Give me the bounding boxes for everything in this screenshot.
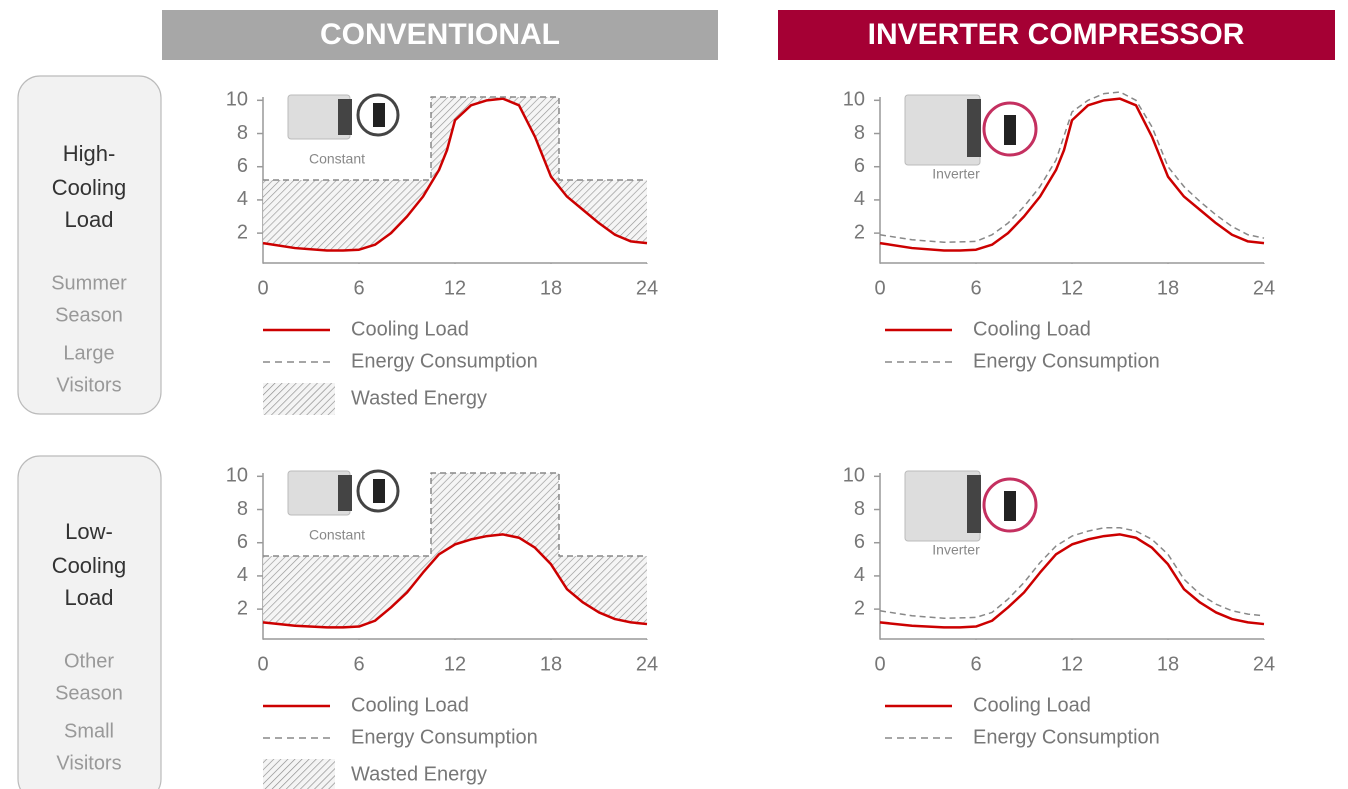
x-tick-label: 12 (444, 653, 466, 675)
x-tick-label: 18 (1157, 277, 1179, 299)
legend-label: Cooling Load (973, 318, 1091, 340)
y-tick-label: 10 (843, 465, 865, 487)
row-note: Visitors (56, 752, 121, 774)
y-tick-label: 8 (237, 122, 248, 144)
x-tick-label: 0 (874, 277, 885, 299)
x-tick-label: 12 (1061, 277, 1083, 299)
x-tick-label: 24 (636, 653, 658, 675)
y-tick-label: 10 (226, 465, 248, 487)
y-tick-label: 8 (854, 122, 865, 144)
x-tick-label: 12 (444, 277, 466, 299)
y-tick-label: 4 (237, 188, 248, 210)
x-tick-label: 24 (636, 277, 658, 299)
x-tick-label: 12 (1061, 653, 1083, 675)
row-note: Other (64, 650, 114, 672)
row-title: Load (65, 585, 114, 610)
x-tick-label: 0 (257, 277, 268, 299)
column-header: CONVENTIONAL (320, 18, 560, 51)
y-tick-label: 6 (854, 155, 865, 177)
y-tick-label: 2 (854, 597, 865, 619)
y-tick-label: 6 (854, 531, 865, 553)
legend-label: Cooling Load (351, 694, 469, 716)
legend-label: Energy Consumption (351, 726, 538, 748)
x-tick-label: 0 (874, 653, 885, 675)
y-tick-label: 8 (237, 498, 248, 520)
annotation: Inverter (932, 166, 980, 182)
legend-swatch (263, 759, 335, 789)
row-title: Cooling (52, 175, 127, 200)
row-note: Visitors (56, 374, 121, 396)
infographic: CONVENTIONAL INVERTER COMPRESSOR High- Co… (0, 0, 1348, 789)
product-icon (338, 99, 352, 135)
y-tick-label: 4 (854, 564, 865, 586)
y-tick-label: 4 (854, 188, 865, 210)
y-tick-label: 2 (237, 597, 248, 619)
row-title: Cooling (52, 553, 127, 578)
x-tick-label: 6 (970, 277, 981, 299)
y-tick-label: 8 (854, 498, 865, 520)
y-tick-label: 2 (854, 221, 865, 243)
product-icon (967, 475, 981, 533)
row-note: Large (63, 342, 114, 364)
y-tick-label: 10 (843, 89, 865, 111)
legend-label: Wasted Energy (351, 763, 487, 785)
row-note: Season (55, 682, 123, 704)
y-tick-label: 4 (237, 564, 248, 586)
x-tick-label: 18 (1157, 653, 1179, 675)
legend-label: Energy Consumption (973, 350, 1160, 372)
legend-label: Cooling Load (973, 694, 1091, 716)
product-icon (338, 475, 352, 511)
x-tick-label: 18 (540, 277, 562, 299)
legend-label: Energy Consumption (973, 726, 1160, 748)
x-tick-label: 6 (353, 653, 364, 675)
y-tick-label: 6 (237, 531, 248, 553)
y-tick-label: 2 (237, 221, 248, 243)
x-tick-label: 24 (1253, 277, 1275, 299)
y-tick-label: 6 (237, 155, 248, 177)
annotation: Constant (309, 151, 365, 167)
row-note: Summer (51, 272, 127, 294)
row-title: Low- (65, 519, 113, 544)
legend-swatch (263, 383, 335, 415)
x-tick-label: 24 (1253, 653, 1275, 675)
y-tick-label: 10 (226, 89, 248, 111)
product-icon (967, 99, 981, 157)
row-note: Small (64, 720, 114, 742)
compressor-icon (373, 479, 385, 503)
compressor-icon (1004, 115, 1016, 145)
legend-label: Wasted Energy (351, 387, 487, 409)
row-title: High- (63, 141, 116, 166)
annotation: Inverter (932, 542, 980, 558)
x-tick-label: 18 (540, 653, 562, 675)
legend-label: Cooling Load (351, 318, 469, 340)
x-tick-label: 0 (257, 653, 268, 675)
compressor-icon (373, 103, 385, 127)
column-header: INVERTER COMPRESSOR (868, 18, 1245, 51)
row-title: Load (65, 207, 114, 232)
compressor-icon (1004, 491, 1016, 521)
row-note: Season (55, 304, 123, 326)
legend-label: Energy Consumption (351, 350, 538, 372)
annotation: Constant (309, 527, 365, 543)
x-tick-label: 6 (353, 277, 364, 299)
x-tick-label: 6 (970, 653, 981, 675)
